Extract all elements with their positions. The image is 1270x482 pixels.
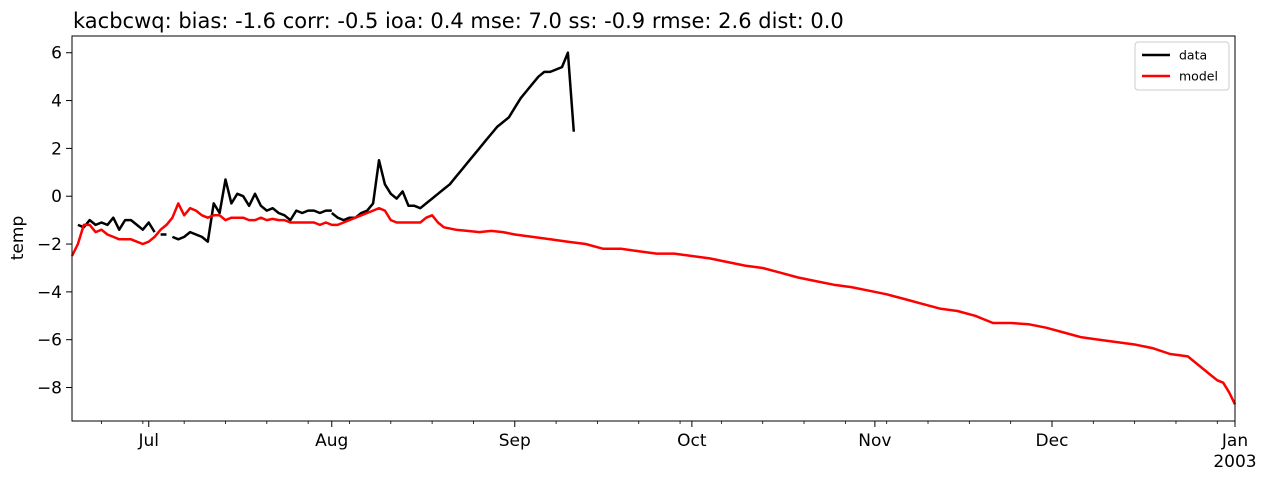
y-tick-label: 6: [51, 44, 62, 64]
x-tick-sublabel: 2003: [1213, 452, 1256, 472]
x-tick-label: Nov: [858, 431, 891, 451]
legend-label-data: data: [1179, 48, 1207, 63]
x-tick-label: Jul: [137, 431, 159, 451]
y-tick-label: 2: [51, 139, 62, 159]
series-data-line-segment-3: [171, 178, 332, 243]
y-tick-label: 4: [51, 92, 62, 112]
series-layer: [70, 51, 1237, 405]
x-tick-label: Aug: [315, 431, 348, 451]
legend-label-model: model: [1179, 69, 1218, 84]
series-data-line-segment-4: [331, 51, 576, 222]
series-model-line: [70, 202, 1237, 405]
y-tick-label: −6: [37, 331, 62, 351]
chart-title: kacbcwq: bias: -1.6 corr: -0.5 ioa: 0.4 …: [73, 9, 844, 33]
x-tick-label: Oct: [677, 431, 707, 451]
series-data-line-segment-1: [77, 216, 156, 233]
x-tick-label: Dec: [1036, 431, 1069, 451]
plot-frame: [71, 35, 1236, 422]
y-tick-label: −4: [37, 283, 62, 303]
y-tick-label: −8: [37, 379, 62, 399]
x-tick-label: Jan: [1221, 431, 1248, 451]
legend: data model: [1134, 41, 1230, 91]
y-tick-label: −2: [37, 235, 62, 255]
x-tick-label: Sep: [499, 431, 531, 451]
y-axis-label: temp: [8, 216, 28, 260]
y-axis: 6 4 2 0 −2 −4 −6 −8: [37, 44, 72, 399]
y-tick-label: 0: [51, 187, 62, 207]
